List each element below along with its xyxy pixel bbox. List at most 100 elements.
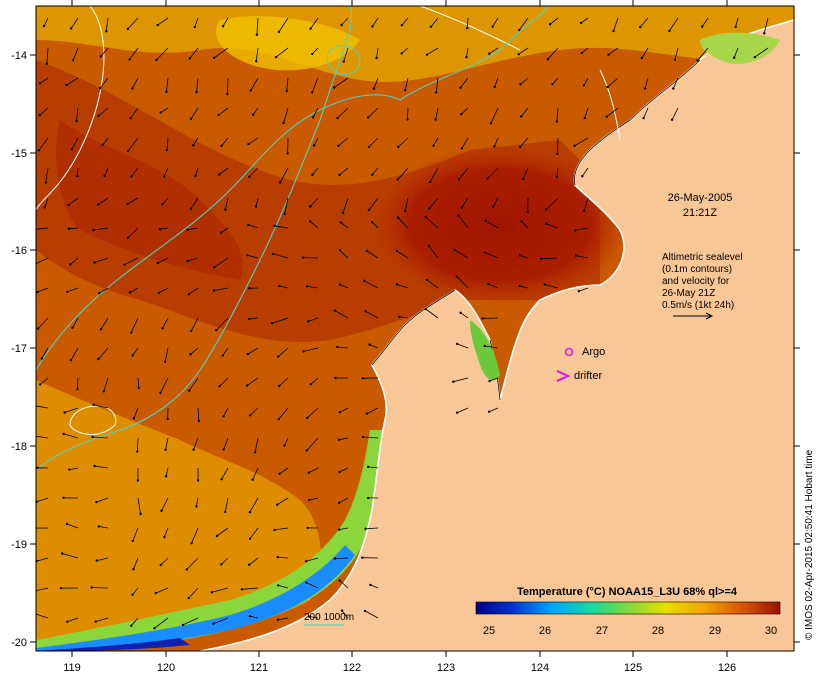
velocity-vector-head <box>31 404 33 406</box>
velocity-vector-head <box>673 58 677 61</box>
velocity-vector-head <box>190 542 193 545</box>
x-tick-label: 122 <box>343 662 361 674</box>
velocity-vector <box>165 467 169 477</box>
velocity-vector <box>309 497 319 501</box>
y-tick-label: -19 <box>11 539 27 551</box>
velocity-vector <box>98 347 109 360</box>
velocity-vector-head <box>556 152 559 156</box>
velocity-vector <box>484 252 499 259</box>
velocity-vector <box>487 167 499 179</box>
velocity-vector-head <box>365 249 369 253</box>
altimetry-contour <box>36 6 105 211</box>
velocity-vector <box>401 47 409 54</box>
velocity-vector <box>306 582 319 589</box>
velocity-vector-head <box>487 282 490 286</box>
velocity-vector-head <box>276 503 279 506</box>
velocity-vector <box>458 215 469 229</box>
velocity-vector <box>308 467 319 474</box>
velocity-vector-head <box>337 528 341 531</box>
velocity-vector <box>339 527 349 530</box>
velocity-vector-head <box>277 584 280 587</box>
velocity-vector-head <box>338 283 342 286</box>
velocity-vector <box>370 584 379 589</box>
velocity-vector-head <box>67 227 71 230</box>
velocity-vector-head <box>333 309 337 312</box>
velocity-vector <box>404 197 409 211</box>
velocity-vector <box>248 137 259 145</box>
velocity-vector-head <box>44 181 47 184</box>
y-tick-label: -18 <box>11 441 27 453</box>
velocity-vector <box>70 257 79 265</box>
velocity-vector-head <box>606 85 609 89</box>
velocity-vector-head <box>361 377 364 380</box>
velocity-vector-head <box>548 23 552 26</box>
velocity-vector-head <box>311 52 314 56</box>
velocity-vector <box>639 17 649 28</box>
velocity-vector-head <box>131 539 134 543</box>
velocity-vector-head <box>190 329 193 333</box>
velocity-vector <box>252 467 259 480</box>
velocity-vector <box>338 437 349 441</box>
velocity-vector <box>39 107 49 116</box>
velocity-vector <box>494 77 499 87</box>
velocity-vector-head <box>277 355 280 358</box>
velocity-vector <box>165 437 169 450</box>
velocity-vector-head <box>93 261 96 264</box>
velocity-vector-head <box>582 209 586 213</box>
velocity-vector-head <box>62 432 65 436</box>
velocity-vector-head <box>367 208 371 212</box>
y-tick: -20 <box>11 637 800 649</box>
velocity-vector <box>70 17 79 29</box>
velocity-vector <box>309 220 319 229</box>
velocity-vector <box>404 77 409 91</box>
velocity-vector <box>98 197 109 205</box>
velocity-vector <box>312 47 319 55</box>
velocity-vector-head <box>196 479 200 482</box>
y-tick-label: -14 <box>11 50 27 62</box>
velocity-vector <box>584 107 589 119</box>
x-tick-label: 125 <box>624 662 642 674</box>
velocity-vector-head <box>101 143 104 147</box>
velocity-vector <box>426 279 439 289</box>
velocity-vector <box>460 77 469 88</box>
velocity-vector-head <box>220 563 223 566</box>
velocity-vector <box>219 167 229 175</box>
velocity-vector <box>754 47 769 58</box>
velocity-vector <box>77 377 79 390</box>
velocity-vector-head <box>95 559 99 562</box>
velocity-vector <box>274 225 289 229</box>
velocity-vector-head <box>670 118 674 121</box>
velocity-vector <box>129 47 139 60</box>
velocity-vector <box>272 253 289 259</box>
velocity-vector-head <box>366 465 370 469</box>
velocity-vector <box>306 407 319 419</box>
velocity-vector <box>67 617 79 623</box>
velocity-vector-head <box>76 174 79 178</box>
velocity-vector <box>313 137 319 146</box>
velocity-vector <box>129 287 139 293</box>
velocity-vector-head <box>518 284 521 288</box>
velocity-vector-head <box>340 23 343 27</box>
velocity-vector-head <box>367 496 370 500</box>
velocity-vector-head <box>520 220 523 223</box>
velocity-vector <box>98 526 109 529</box>
velocity-vector-head <box>246 254 249 257</box>
velocity-vector <box>246 377 259 386</box>
velocity-vector <box>339 580 349 589</box>
velocity-vector <box>334 310 349 319</box>
velocity-vector <box>196 497 199 507</box>
velocity-vector-head <box>307 320 310 323</box>
velocity-vector-head <box>551 83 554 86</box>
velocity-vector <box>225 197 229 210</box>
velocity-vector-head <box>245 384 249 387</box>
velocity-vector <box>342 197 349 214</box>
velocity-vector <box>38 137 49 151</box>
velocity-vector-head <box>99 328 103 331</box>
velocity-vector <box>338 137 349 147</box>
velocity-vector <box>608 47 619 56</box>
velocity-vector-head <box>98 292 101 295</box>
velocity-vector-head <box>337 144 340 147</box>
x-tick: 119 <box>63 0 81 674</box>
x-tick-label: 119 <box>63 662 81 674</box>
colorbar-title: Temperature (°C) NOAA15_L3U 68% ql>=4 <box>517 586 738 598</box>
